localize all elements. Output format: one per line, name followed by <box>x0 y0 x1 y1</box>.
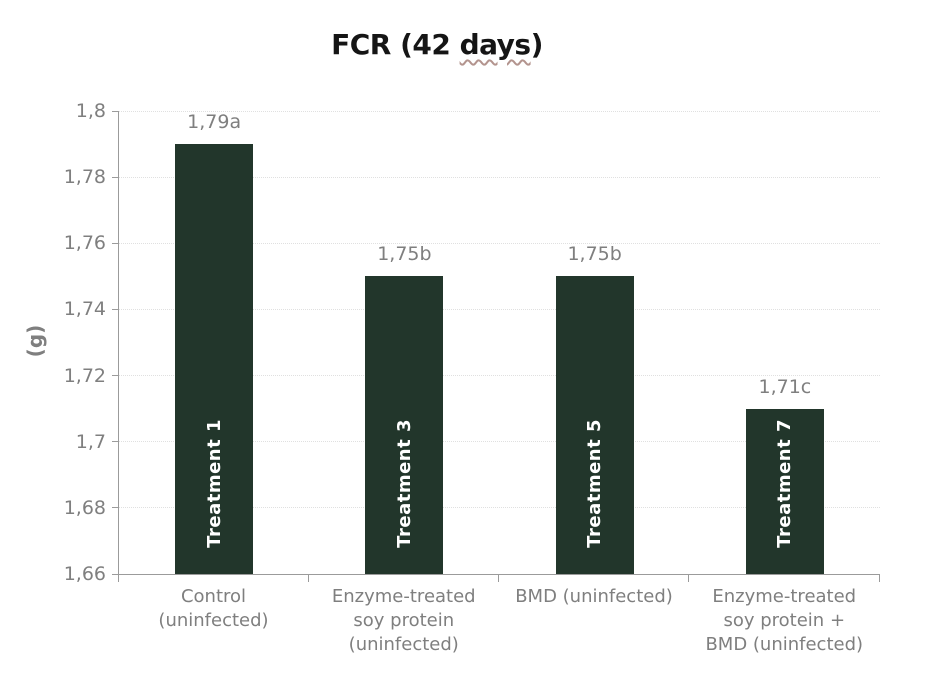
bar-inner-label: Treatment 7 <box>774 419 796 548</box>
bar-value-label: 1,75b <box>567 243 622 266</box>
bar-inner-label: Treatment 3 <box>393 419 415 548</box>
gridline <box>119 375 880 377</box>
bar: Treatment 3 <box>365 276 444 574</box>
bar-inner-label: Treatment 5 <box>584 419 606 548</box>
y-tick-mark <box>112 242 118 244</box>
gridline <box>119 441 880 443</box>
y-tick-label: 1,66 <box>63 563 106 585</box>
x-category-label: Enzyme-treated soy protein + BMD (uninfe… <box>705 586 864 655</box>
chart-title: FCR (42 days) <box>0 28 874 61</box>
gridline <box>119 507 880 509</box>
y-tick-mark <box>112 375 118 377</box>
chart-title-misspelled-word: days <box>459 28 532 61</box>
bar: Treatment 5 <box>555 276 634 574</box>
gridline <box>119 110 880 112</box>
y-tick-mark <box>112 507 118 509</box>
bar-value-label: 1,75b <box>377 243 432 266</box>
gridline <box>119 176 880 178</box>
chart-title-text-prefix: FCR (42 <box>331 28 460 61</box>
y-tick-label: 1,7 <box>75 430 106 453</box>
y-tick-label: 1,74 <box>63 298 106 321</box>
x-category-label: BMD (uninfected) <box>515 586 673 607</box>
x-tick-mark <box>878 574 880 582</box>
x-tick-mark <box>307 574 309 582</box>
bar-inner-label: Treatment 1 <box>203 419 225 548</box>
y-axis-title: (g) <box>23 324 47 358</box>
y-tick-label: 1,68 <box>63 496 106 519</box>
plot-area: Treatment 1 1,79a Treatment 3 1,75b Treatmen… <box>118 110 880 575</box>
y-tick-label: 1,78 <box>63 166 106 189</box>
y-tick-label: 1,76 <box>63 232 106 255</box>
bar-value-label: 1,79a <box>187 111 242 134</box>
y-tick-mark <box>112 441 118 443</box>
y-tick-mark <box>112 308 118 310</box>
y-tick-mark <box>112 573 118 575</box>
bar: Treatment 7 <box>745 408 824 574</box>
x-category-label: Control (uninfected) <box>158 586 269 631</box>
x-tick-mark <box>688 574 690 582</box>
x-tick-mark <box>117 574 119 582</box>
y-tick-label: 1,8 <box>75 100 106 122</box>
gridline <box>119 308 880 310</box>
y-tick-mark <box>112 110 118 112</box>
bar: Treatment 1 <box>175 144 254 574</box>
x-tick-mark <box>498 574 499 582</box>
bar-value-label: 1,71c <box>758 375 812 398</box>
gridline <box>119 242 880 244</box>
x-category-label: Enzyme-treated soy protein (uninfected) <box>331 586 476 655</box>
y-tick-mark <box>112 176 118 178</box>
chart-title-text-suffix: ) <box>530 28 544 61</box>
y-tick-label: 1,72 <box>63 364 106 387</box>
